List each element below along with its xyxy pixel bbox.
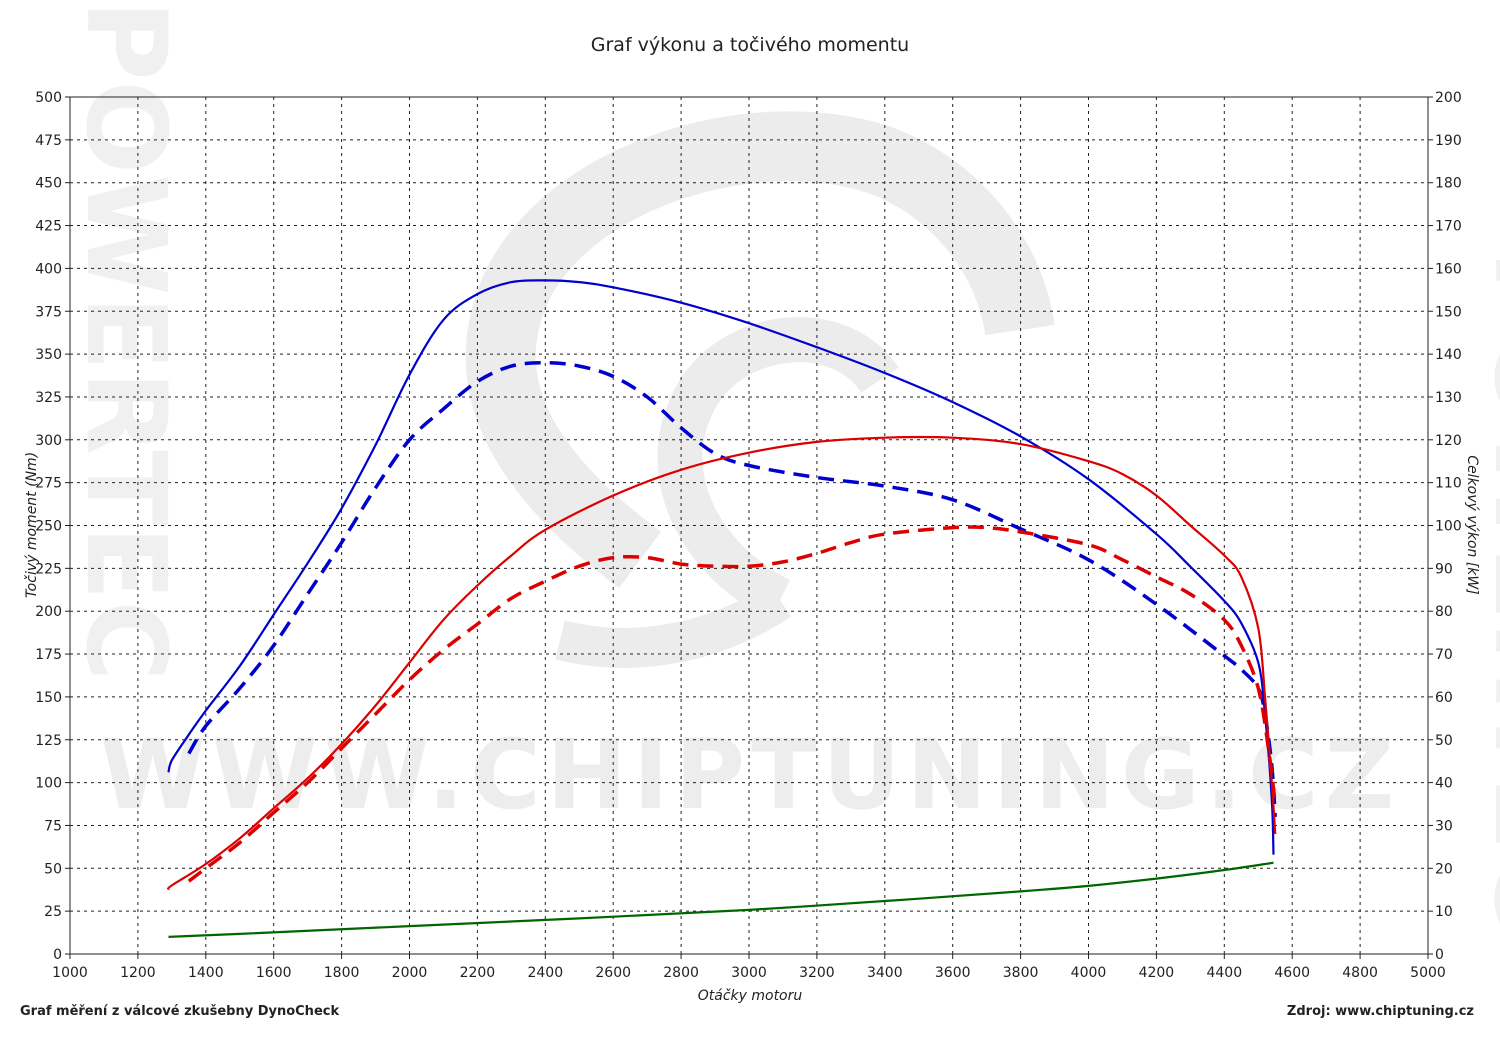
loss-power-line <box>168 861 1274 938</box>
x-tick-label: 3200 <box>799 965 835 981</box>
y-right-tick-label: 10 <box>1435 904 1453 920</box>
y-left-tick-label: 250 <box>35 519 62 535</box>
y-right-tick-label: 30 <box>1435 818 1453 834</box>
x-tick-label: 1400 <box>188 965 224 981</box>
y-left-tick-label: 125 <box>35 733 62 749</box>
x-tick-label: 5000 <box>1410 965 1446 981</box>
y-left-tick-label: 0 <box>53 947 62 963</box>
footer-source-url: Zdroj: www.chiptuning.cz <box>1286 1004 1474 1019</box>
y-left-tick-label: 175 <box>35 647 62 663</box>
y-left-tick-label: 50 <box>44 861 62 877</box>
x-tick-label: 2400 <box>527 965 563 981</box>
y-left-tick-label: 400 <box>35 261 62 277</box>
x-tick-label: 3400 <box>867 965 903 981</box>
x-tick-label: 4400 <box>1206 965 1242 981</box>
plot-frame <box>69 96 1429 955</box>
y-right-tick-label: 150 <box>1435 304 1462 320</box>
series-lines <box>166 279 1277 938</box>
x-axis-label: Otáčky motoru <box>698 988 803 1004</box>
power-tuned-line <box>166 435 1277 891</box>
y-right-tick-labels: 0 10 20 30 40 50 60 70 80 90 100 110 120 130 140 150 160… <box>1435 90 1462 963</box>
x-tick-label: 4000 <box>1071 965 1107 981</box>
y-left-tick-label: 500 <box>35 90 62 106</box>
y-left-tick-label: 475 <box>35 133 62 149</box>
y-right-tick-label: 130 <box>1435 390 1462 406</box>
y-left-tick-label: 300 <box>35 433 62 449</box>
watermark-side-left: POWERTEC <box>62 0 190 681</box>
y-right-tick-label: 140 <box>1435 347 1462 363</box>
y-left-tick-label: 325 <box>35 390 62 406</box>
x-tick-label: 2600 <box>595 965 631 981</box>
x-tick-label: 2000 <box>392 965 428 981</box>
watermark: WWW.CHIPTUNING.CZ POWERTEC POWERTEC <box>62 0 1500 931</box>
y-left-tick-label: 450 <box>35 176 62 192</box>
y-left-tick-label: 25 <box>44 904 62 920</box>
y-right-tick-label: 180 <box>1435 176 1462 192</box>
y-right-tick-label: 50 <box>1435 733 1453 749</box>
y-left-tick-label: 200 <box>35 604 62 620</box>
x-tick-label: 1000 <box>52 965 88 981</box>
y-right-tick-label: 160 <box>1435 261 1462 277</box>
power-stock-line <box>187 525 1277 883</box>
y-left-tick-label: 225 <box>35 561 62 577</box>
y-right-tick-label: 40 <box>1435 776 1453 792</box>
x-tick-label: 2800 <box>663 965 699 981</box>
y-axis-left-label: Točivý moment (Nm) <box>24 452 40 598</box>
y-right-tick-label: 0 <box>1435 947 1444 963</box>
y-right-tick-label: 80 <box>1435 604 1453 620</box>
y-left-tick-label: 100 <box>35 776 62 792</box>
x-tick-label: 4200 <box>1139 965 1175 981</box>
x-tick-label: 1800 <box>324 965 360 981</box>
y-left-tick-label: 375 <box>35 304 62 320</box>
x-tick-label: 3800 <box>1003 965 1039 981</box>
y-right-tick-label: 100 <box>1435 519 1462 535</box>
watermark-logo <box>465 111 1055 668</box>
x-tick-label: 3000 <box>731 965 767 981</box>
x-tick-labels: 1000 1200 1400 1600 1800 2000 2200 2400 2600 2800… <box>52 965 1446 981</box>
y-right-tick-label: 170 <box>1435 219 1462 235</box>
chart-grid <box>70 97 1428 954</box>
y-right-tick-label: 190 <box>1435 133 1462 149</box>
y-right-tick-label: 110 <box>1435 476 1462 492</box>
x-tick-label: 4800 <box>1342 965 1378 981</box>
y-left-tick-label: 150 <box>35 690 62 706</box>
footer-source-note: Graf měření z válcové zkušebny DynoCheck <box>20 1004 340 1019</box>
y-right-tick-label: 90 <box>1435 561 1453 577</box>
torque-tuned-line <box>167 279 1275 855</box>
watermark-side-right: POWERTEC <box>1470 250 1500 931</box>
y-right-tick-label: 20 <box>1435 861 1453 877</box>
x-tick-label: 1200 <box>120 965 156 981</box>
y-right-tick-label: 60 <box>1435 690 1453 706</box>
torque-stock-line <box>187 360 1277 818</box>
x-tick-label: 1600 <box>256 965 292 981</box>
y-right-tick-label: 70 <box>1435 647 1453 663</box>
x-tick-label: 2200 <box>460 965 496 981</box>
y-axis-right-label: Celkový výkon [kW] <box>1464 455 1480 594</box>
y-left-tick-label: 275 <box>35 476 62 492</box>
chart-title: Graf výkonu a točivého momentu <box>590 34 910 56</box>
chart-axes <box>65 96 1433 959</box>
x-tick-label: 4600 <box>1274 965 1310 981</box>
y-left-tick-label: 75 <box>44 818 62 834</box>
y-right-tick-label: 200 <box>1435 90 1462 106</box>
watermark-url: WWW.CHIPTUNING.CZ <box>100 719 1400 831</box>
y-right-tick-label: 120 <box>1435 433 1462 449</box>
y-left-tick-label: 350 <box>35 347 62 363</box>
x-tick-label: 3600 <box>935 965 971 981</box>
y-left-tick-labels: 0 25 50 75 100 125 150 175 200 225 250 275 300 325 350… <box>35 90 62 963</box>
y-left-tick-label: 425 <box>35 219 62 235</box>
